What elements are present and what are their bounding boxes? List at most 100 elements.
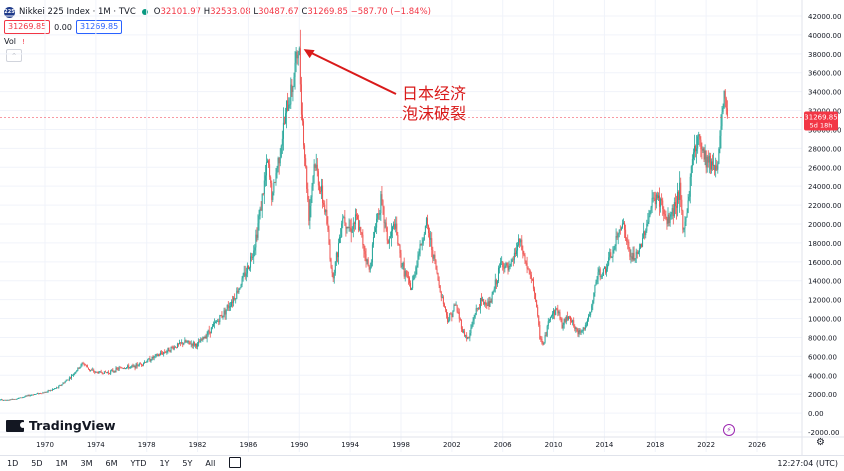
volume-label[interactable]: Vol xyxy=(4,37,16,46)
candle-body xyxy=(457,311,459,313)
candle-body xyxy=(93,369,95,372)
candle-body xyxy=(722,107,724,113)
candle-body xyxy=(191,343,193,346)
x-tick-label: 1974 xyxy=(87,441,105,449)
candle-body xyxy=(510,261,512,267)
candle-body xyxy=(607,264,609,269)
candle-body xyxy=(641,244,643,247)
candle-body xyxy=(114,371,116,373)
lightning-icon[interactable]: ⚡ xyxy=(723,424,735,436)
trade-buttons: 31269.85 0.00 31269.85 xyxy=(4,20,123,34)
candle-body xyxy=(288,104,290,111)
candle-body xyxy=(454,305,456,306)
candle-body xyxy=(265,162,267,176)
candle-body xyxy=(475,308,477,315)
candle-body xyxy=(518,238,520,246)
symbol-title[interactable]: Nikkei 225 Index · 1M · TVC xyxy=(19,7,136,17)
candle-body xyxy=(175,347,177,349)
timeframe-5d[interactable]: 5D xyxy=(31,459,43,468)
candle-body xyxy=(383,206,385,223)
gear-icon[interactable]: ⚙ xyxy=(816,437,825,448)
candle-body xyxy=(167,347,169,351)
clock[interactable]: 12:27:04 (UTC) xyxy=(777,459,838,468)
candle-body xyxy=(390,230,392,237)
y-tick-label: 28000.00 xyxy=(808,145,841,153)
candle-body xyxy=(156,354,158,356)
candle-body xyxy=(543,342,545,345)
candle-body xyxy=(627,241,629,243)
timeframe-3m[interactable]: 3M xyxy=(80,459,93,468)
candle-body xyxy=(268,160,270,165)
candle-body xyxy=(323,202,325,205)
candle-body xyxy=(559,312,561,319)
candle-body xyxy=(178,343,179,345)
candle-body xyxy=(429,233,431,240)
candle-body xyxy=(80,364,82,367)
candle-body xyxy=(653,197,655,199)
candle-body xyxy=(538,315,540,326)
candle-body xyxy=(433,254,435,259)
candle-body xyxy=(519,238,521,243)
candle-body xyxy=(311,186,313,198)
candle-body xyxy=(416,265,418,268)
candle-body xyxy=(111,369,113,371)
candle-body xyxy=(293,77,295,87)
candle-body xyxy=(525,261,527,263)
candle-body xyxy=(236,290,238,299)
candle-body xyxy=(684,221,686,229)
candle-body xyxy=(276,168,278,174)
collapse-legend-button[interactable]: ⌃ xyxy=(6,49,22,62)
y-tick-label: 20000.00 xyxy=(808,221,841,229)
timeframe-1m[interactable]: 1M xyxy=(55,459,68,468)
buy-button[interactable]: 31269.85 xyxy=(75,20,123,34)
calendar-icon[interactable] xyxy=(229,457,242,468)
timeframe-all[interactable]: All xyxy=(205,459,216,468)
candle-body xyxy=(138,363,140,366)
timeframe-6m[interactable]: 6M xyxy=(105,459,118,468)
bottom-toolbar: 1D 5D 1M 3M 6M YTD 1Y 5Y All 12:27:04 (UTC) xyxy=(0,455,844,471)
candle-body xyxy=(509,266,511,267)
candle-body xyxy=(478,307,480,309)
candle-body xyxy=(304,145,306,159)
candle-body xyxy=(153,356,155,359)
volume-warning-icon[interactable]: ! xyxy=(21,37,25,46)
tradingview-logo[interactable]: TradingView xyxy=(6,418,116,433)
candle-body xyxy=(219,315,221,323)
candle-body xyxy=(6,400,8,401)
candle-body xyxy=(168,347,170,352)
candle-body xyxy=(467,337,469,339)
candle-body xyxy=(692,152,694,159)
timeframe-1d[interactable]: 1D xyxy=(7,459,19,468)
candle-body xyxy=(110,370,112,374)
symbol-legend: 225 Nikkei 225 Index · 1M · TVC O32101.9… xyxy=(4,5,431,19)
candle-body xyxy=(620,227,622,231)
timeframe-5y[interactable]: 5Y xyxy=(182,459,193,468)
timeframe-1y[interactable]: 1Y xyxy=(159,459,170,468)
candle-body xyxy=(568,316,570,318)
candle-body xyxy=(326,209,328,224)
candle-body xyxy=(365,254,367,262)
candle-body xyxy=(112,369,114,372)
candle-body xyxy=(40,393,42,394)
candle-body xyxy=(436,268,438,273)
candle-body xyxy=(89,369,90,371)
candle-body xyxy=(677,191,679,208)
x-tick-label: 1990 xyxy=(290,441,308,449)
candle-body xyxy=(651,198,653,208)
sell-button[interactable]: 31269.85 xyxy=(4,20,51,34)
timeframe-ytd[interactable]: YTD xyxy=(130,459,147,468)
candle-body xyxy=(277,157,279,169)
y-tick-label: 42000.00 xyxy=(808,13,841,21)
candle-body xyxy=(513,252,515,260)
candle-body xyxy=(490,301,492,303)
candle-body xyxy=(32,394,34,396)
candle-body xyxy=(438,280,440,286)
candle-body xyxy=(448,320,450,323)
candle-body xyxy=(376,218,378,228)
candle-body xyxy=(13,399,15,400)
candle-body xyxy=(713,165,715,166)
candle-body xyxy=(705,150,707,168)
nikkei-logo-icon: 225 xyxy=(4,6,15,18)
candle-body xyxy=(62,382,64,385)
